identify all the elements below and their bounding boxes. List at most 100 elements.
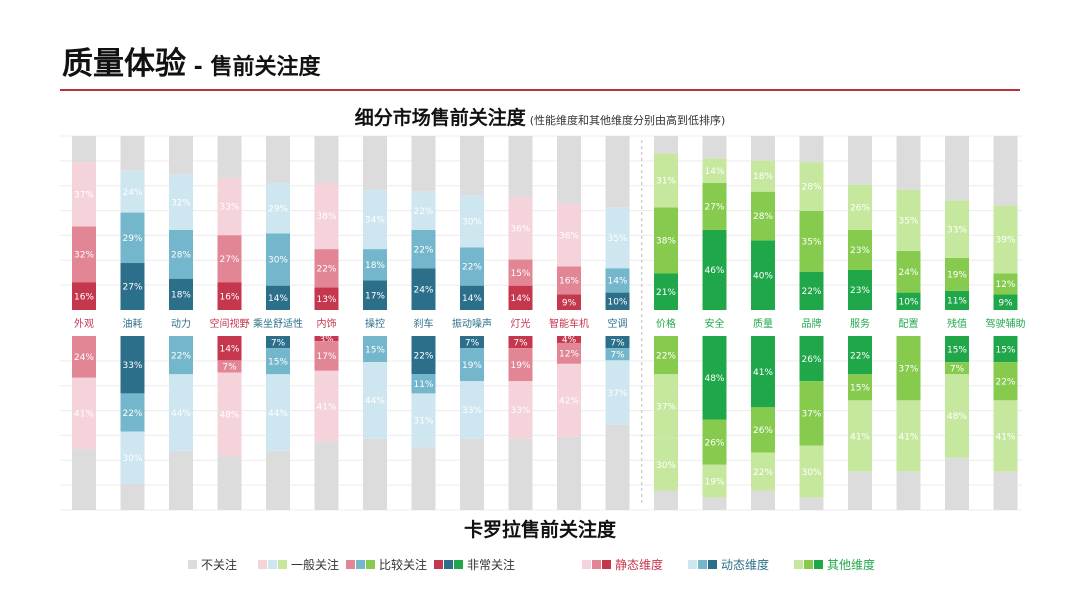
segment-bar-label: 11% (947, 297, 967, 307)
corolla-bar-label: 24% (74, 353, 94, 363)
segment-bar-label: 36% (510, 224, 530, 234)
corolla-bar-label: 7% (222, 363, 237, 373)
corolla-bar-label: 22% (122, 409, 142, 419)
segment-bar-none (169, 136, 193, 175)
segment-bar-very (363, 280, 387, 310)
segment-bar-fairly (605, 268, 630, 293)
chart-title-main: 细分市场售前关注度 (354, 107, 526, 129)
corolla-bar-label: 30% (801, 468, 821, 478)
segment-bar-label: 31% (656, 177, 676, 187)
segment-bar-very (266, 285, 290, 310)
corolla-bar-none (945, 457, 969, 510)
segment-bar-label: 37% (74, 190, 94, 200)
corolla-bar-very (217, 336, 242, 361)
corolla-bar-label: 19% (510, 361, 530, 371)
corolla-bar-label: 22% (413, 351, 433, 361)
corolla-bar-label: 19% (704, 477, 724, 487)
segment-bar-fairly (363, 249, 387, 281)
corolla-bar-label: 15% (850, 384, 870, 394)
segment-bar-label: 19% (947, 271, 967, 281)
corolla-bar-label: 15% (268, 357, 288, 367)
segment-bar-none (460, 136, 484, 196)
segment-bar-label: 18% (171, 291, 191, 301)
segment-bar-label: 27% (219, 255, 239, 265)
category-label: 智能车机 (549, 317, 589, 330)
legend-swatch (188, 560, 197, 569)
corolla-bar-label: 7% (271, 338, 286, 348)
segment-bar-label: 35% (898, 217, 918, 227)
category-label: 品牌 (802, 317, 822, 330)
segment-bar-label: 13% (316, 295, 336, 305)
corolla-bar-none (751, 490, 775, 510)
corolla-bar-label: 26% (753, 426, 773, 436)
segment-bar-label: 16% (219, 292, 239, 302)
legend-swatch (434, 560, 443, 569)
segment-bar-label: 16% (74, 292, 94, 302)
category-label: 价格 (656, 317, 676, 330)
corolla-bar-fairly (120, 393, 145, 432)
corolla-bar-fairly (169, 336, 193, 375)
segment-bar-general (363, 189, 387, 250)
corolla-bar-label: 7% (950, 364, 965, 374)
corolla-bar-label: 48% (947, 412, 967, 422)
corolla-bar-label: 42% (559, 397, 579, 407)
corolla-bar-fairly (363, 336, 387, 363)
corolla-bar-general (896, 400, 921, 472)
corolla-bar-fairly (557, 342, 581, 364)
segment-bar-label: 28% (171, 251, 191, 261)
corolla-bar-general (460, 381, 484, 439)
corolla-bar-label: 37% (801, 410, 821, 420)
segment-bar-none (751, 136, 775, 161)
legend-label: 非常关注 (467, 557, 516, 572)
segment-bar-label: 14% (704, 167, 724, 177)
segment-bar-label: 14% (607, 277, 627, 287)
legend-swatch (602, 560, 611, 569)
legend-item: 非常关注 (434, 554, 515, 574)
corolla-bar-label: 22% (656, 351, 676, 361)
corolla-bar-very (557, 336, 581, 343)
legend-item: 静态维度 (582, 554, 663, 574)
corolla-bar-label: 33% (122, 361, 142, 371)
segment-bar-label: 10% (898, 298, 918, 308)
legend-item: 比较关注 (346, 554, 427, 574)
corolla-bar-general (314, 370, 339, 443)
corolla-bar-label: 4% (562, 336, 577, 346)
legend-swatch (366, 560, 375, 569)
legend-label: 静态维度 (615, 557, 664, 572)
corolla-bar-fairly (266, 348, 290, 375)
legend-swatch (258, 560, 267, 569)
segment-bar-label: 46% (704, 266, 724, 276)
legend-swatch (278, 560, 287, 569)
category-label: 空调 (608, 317, 628, 330)
segment-bar-label: 34% (365, 216, 385, 226)
segment-bar-general (702, 158, 727, 183)
legend-label: 不关注 (201, 557, 238, 572)
legend-swatch (268, 560, 277, 569)
corolla-bar-label: 22% (753, 468, 773, 478)
corolla-bar-very (508, 336, 533, 349)
segment-bar-very (72, 282, 96, 310)
corolla-bar-label: 33% (510, 406, 530, 416)
segment-bar-none (654, 136, 678, 154)
segment-bar-label: 32% (74, 251, 94, 261)
category-label: 动力 (171, 317, 191, 330)
corolla-bar-none (314, 442, 339, 510)
segment-bar-label: 26% (850, 204, 870, 214)
segment-bar-label: 22% (316, 264, 336, 274)
segment-bar-very (605, 292, 630, 310)
corolla-bar-label: 30% (656, 461, 676, 471)
corolla-bar-fairly (217, 360, 242, 373)
corolla-bar-very (945, 336, 969, 363)
segment-bar-very (460, 285, 484, 310)
segment-bar-very (120, 263, 145, 310)
corolla-bar-very (460, 336, 484, 349)
corolla-bar-very (799, 336, 824, 382)
segment-bar-fairly (848, 229, 872, 270)
segment-bar-label: 12% (995, 280, 1015, 290)
corolla-bar-label: 15% (995, 345, 1015, 355)
segment-bar-general (72, 162, 96, 227)
corolla-bar-general (169, 374, 193, 451)
category-label: 操控 (365, 317, 385, 330)
segment-bar-label: 28% (753, 212, 773, 222)
